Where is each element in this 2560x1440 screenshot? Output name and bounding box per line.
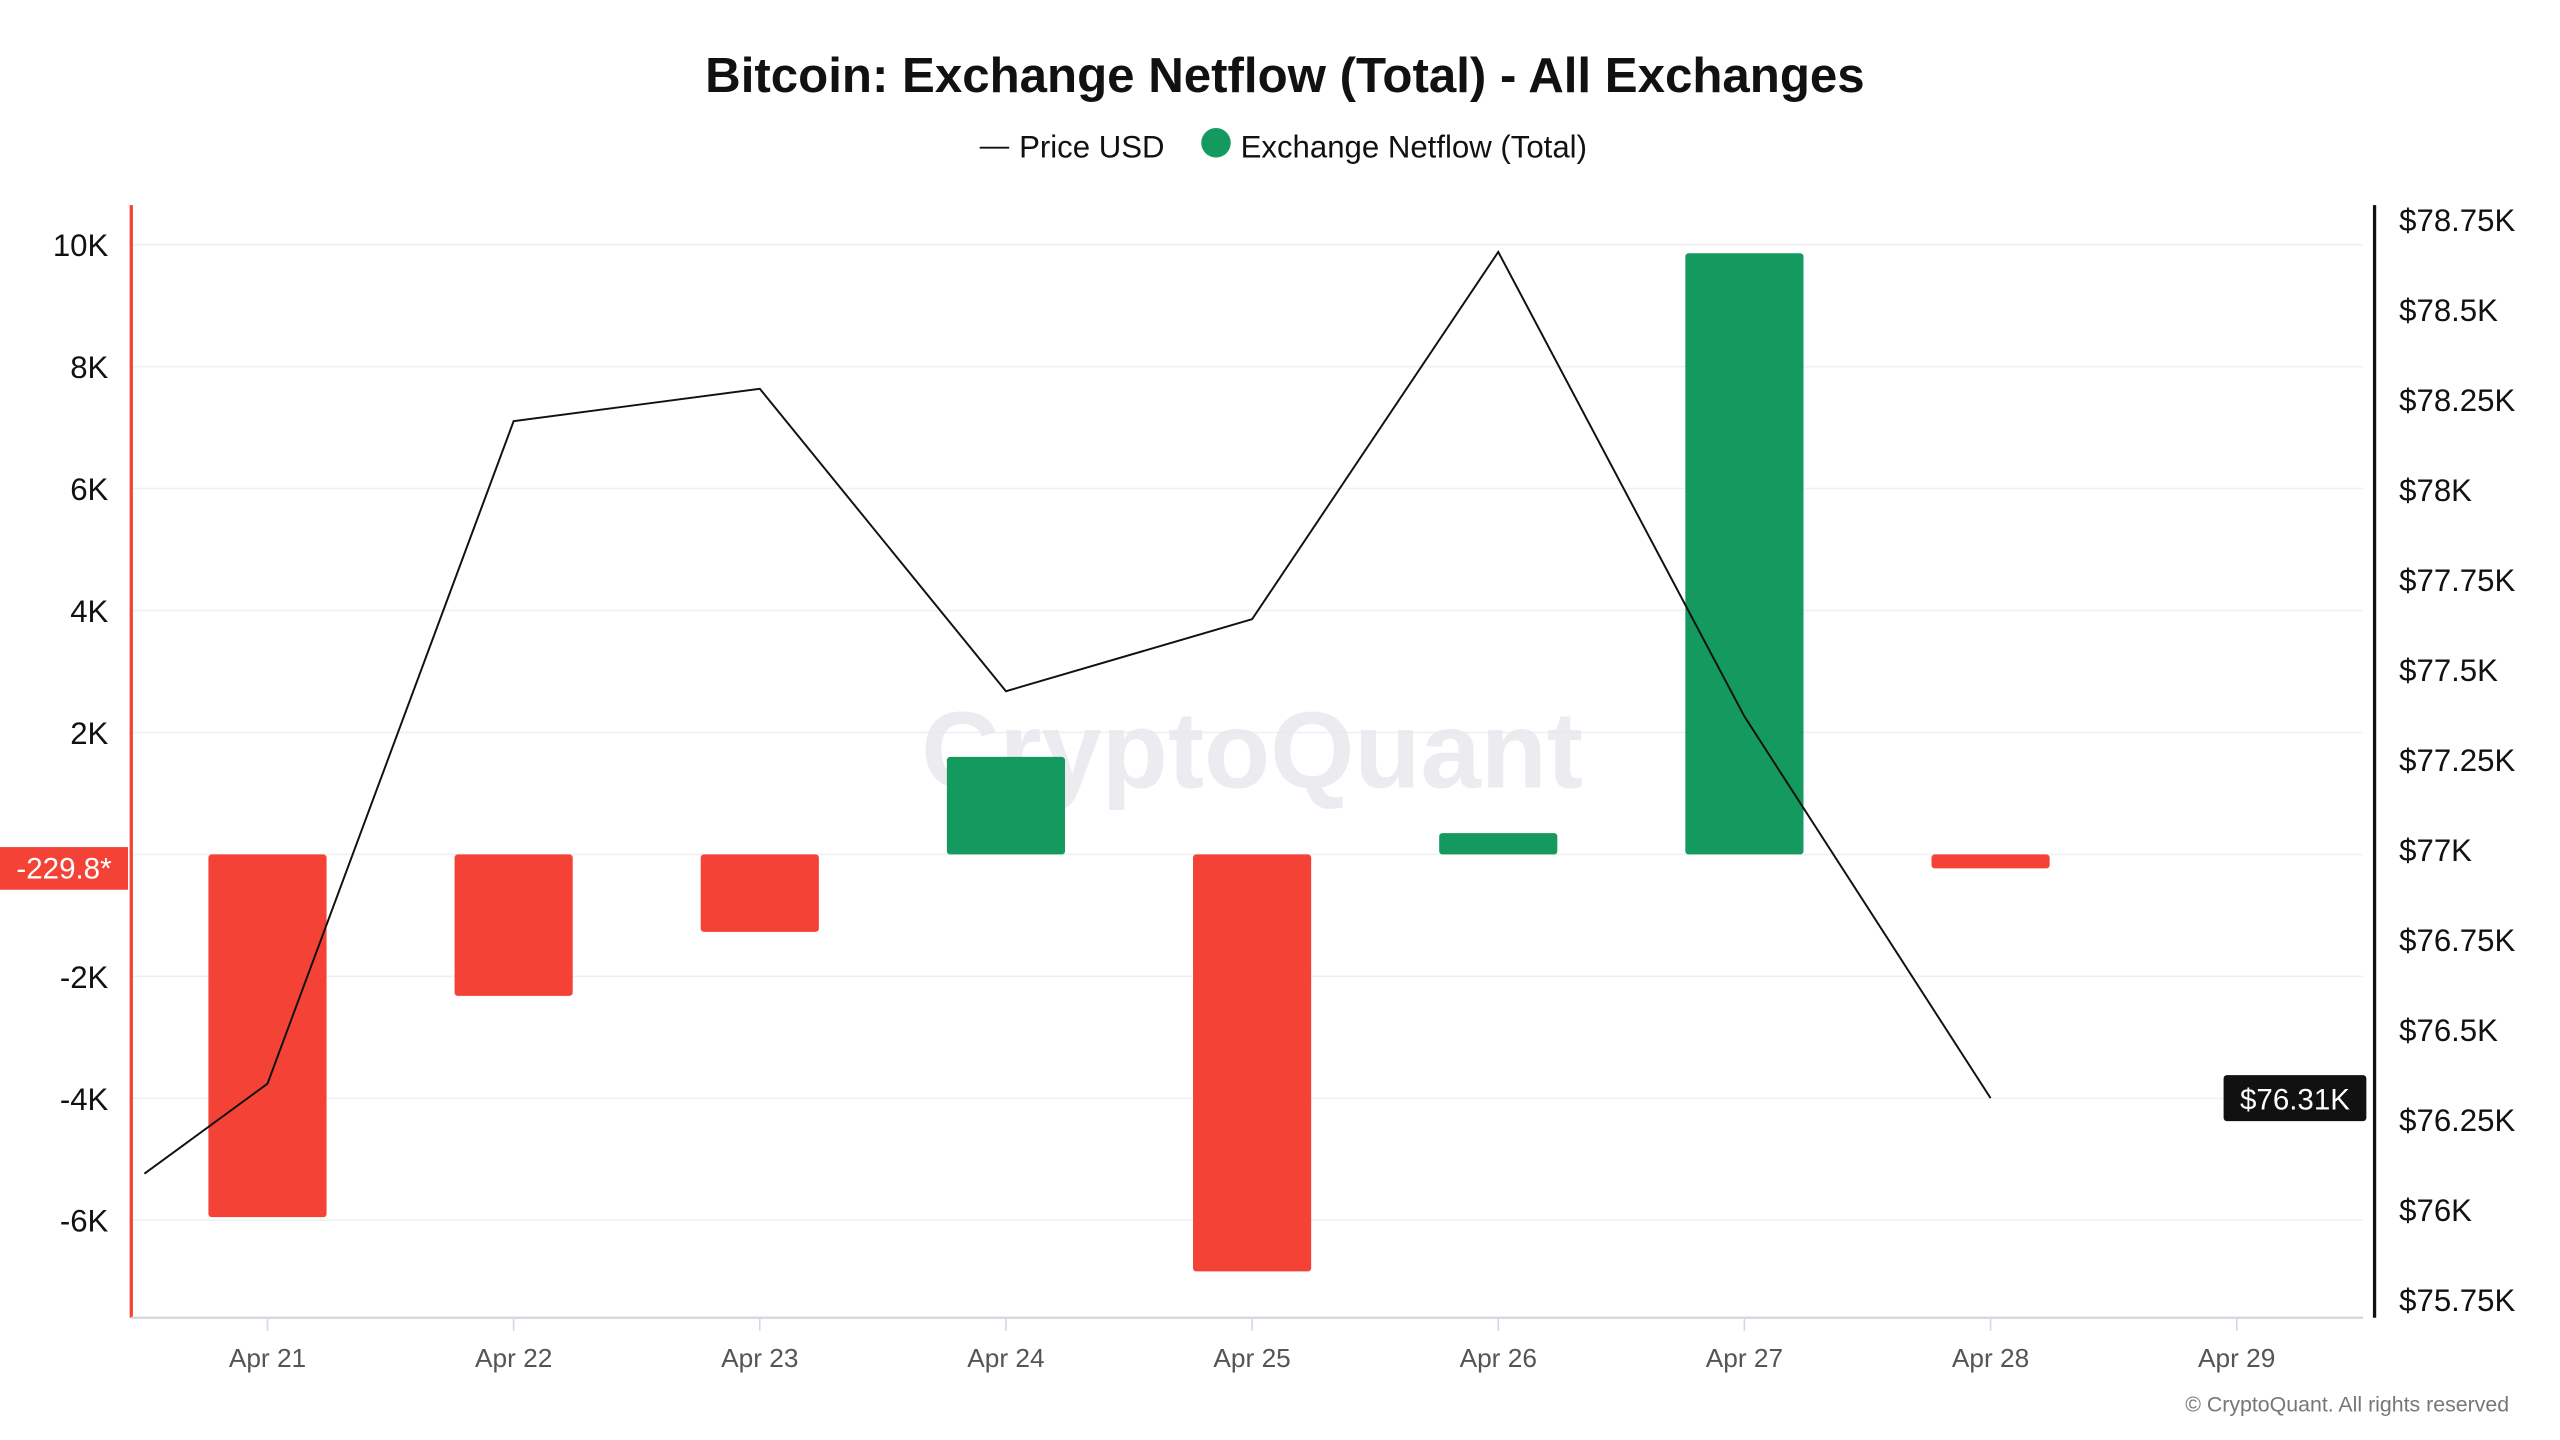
x-tick-label: Apr 24 — [967, 1343, 1044, 1373]
price-line-group — [143, 250, 1992, 1175]
netflow-bar — [946, 756, 1066, 855]
y-left-tick-label: -2K — [60, 960, 109, 995]
x-tick-label: Apr 23 — [721, 1343, 798, 1373]
netflow-last-value-badge — [0, 847, 128, 890]
y-right-tick-label: $76K — [2399, 1193, 2472, 1228]
y-right-tick-label: $78.25K — [2399, 383, 2515, 418]
legend-netflow-dot-icon — [1201, 128, 1231, 158]
y-left-tick-label: 10K — [53, 228, 109, 263]
price-last-value-badge — [2223, 1075, 2367, 1122]
copyright: © CryptoQuant. All rights reserved — [2185, 1392, 2509, 1416]
netflow-bar — [1439, 833, 1558, 855]
x-tick-label: Apr 21 — [229, 1343, 306, 1373]
bars — [208, 253, 2050, 1272]
netflow-bar — [700, 854, 819, 932]
netflow-bar — [454, 854, 573, 996]
x-tick-label: Apr 22 — [475, 1343, 552, 1373]
price-line — [143, 250, 1992, 1175]
netflow-last-value-text: -229.8* — [16, 852, 112, 885]
y-right-tick-label: $77.5K — [2399, 653, 2498, 688]
y-right-tick-label: $76.25K — [2399, 1103, 2515, 1138]
netflow-bar — [208, 854, 327, 1218]
legend: Price USD Exchange Netflow (Total) — [979, 128, 1587, 165]
y-left-tick-label: 4K — [70, 594, 108, 629]
netflow-bar — [1193, 854, 1312, 1272]
netflow-bar — [1685, 253, 1804, 855]
y-right-tick-label: $78.5K — [2399, 293, 2498, 328]
last-value-labels: -229.8* $76.31K — [0, 847, 2367, 1122]
y-right-tick-label: $78K — [2399, 473, 2472, 508]
price-last-value-text: $76.31K — [2240, 1084, 2350, 1117]
chart-title: Bitcoin: Exchange Netflow (Total) - All … — [705, 48, 1865, 103]
y-left-tick-label: 2K — [70, 716, 108, 751]
y-right-tick-label: $76.75K — [2399, 923, 2515, 958]
y-left-tick-label: 6K — [70, 472, 108, 507]
x-tick-label: Apr 25 — [1213, 1343, 1290, 1373]
y-left-tick-label: -4K — [60, 1082, 109, 1117]
x-tick-label: Apr 29 — [2198, 1343, 2275, 1373]
legend-price-label[interactable]: Price USD — [1019, 130, 1164, 165]
y-left-tick-label: 8K — [70, 350, 108, 385]
x-tick-label: Apr 28 — [1952, 1343, 2029, 1373]
axes: 10K 8K 6K 4K 2K -2K -4K -6K $78.75K $78.5K $78.25K… — [53, 203, 2516, 1373]
x-tick-label: Apr 26 — [1460, 1343, 1537, 1373]
y-right-tick-label: $77.75K — [2399, 563, 2515, 598]
y-right-tick-label: $78.75K — [2399, 203, 2515, 238]
y-right-tick-label: $77.25K — [2399, 743, 2515, 778]
y-right-tick-label: $77K — [2399, 833, 2472, 868]
y-right-tick-label: $75.75K — [2399, 1283, 2515, 1318]
y-left-tick-label: -6K — [60, 1204, 109, 1239]
netflow-bar — [1931, 854, 2050, 869]
x-tick-label: Apr 27 — [1706, 1343, 1783, 1373]
y-right-tick-label: $76.5K — [2399, 1013, 2498, 1048]
legend-netflow-label[interactable]: Exchange Netflow (Total) — [1241, 130, 1587, 165]
